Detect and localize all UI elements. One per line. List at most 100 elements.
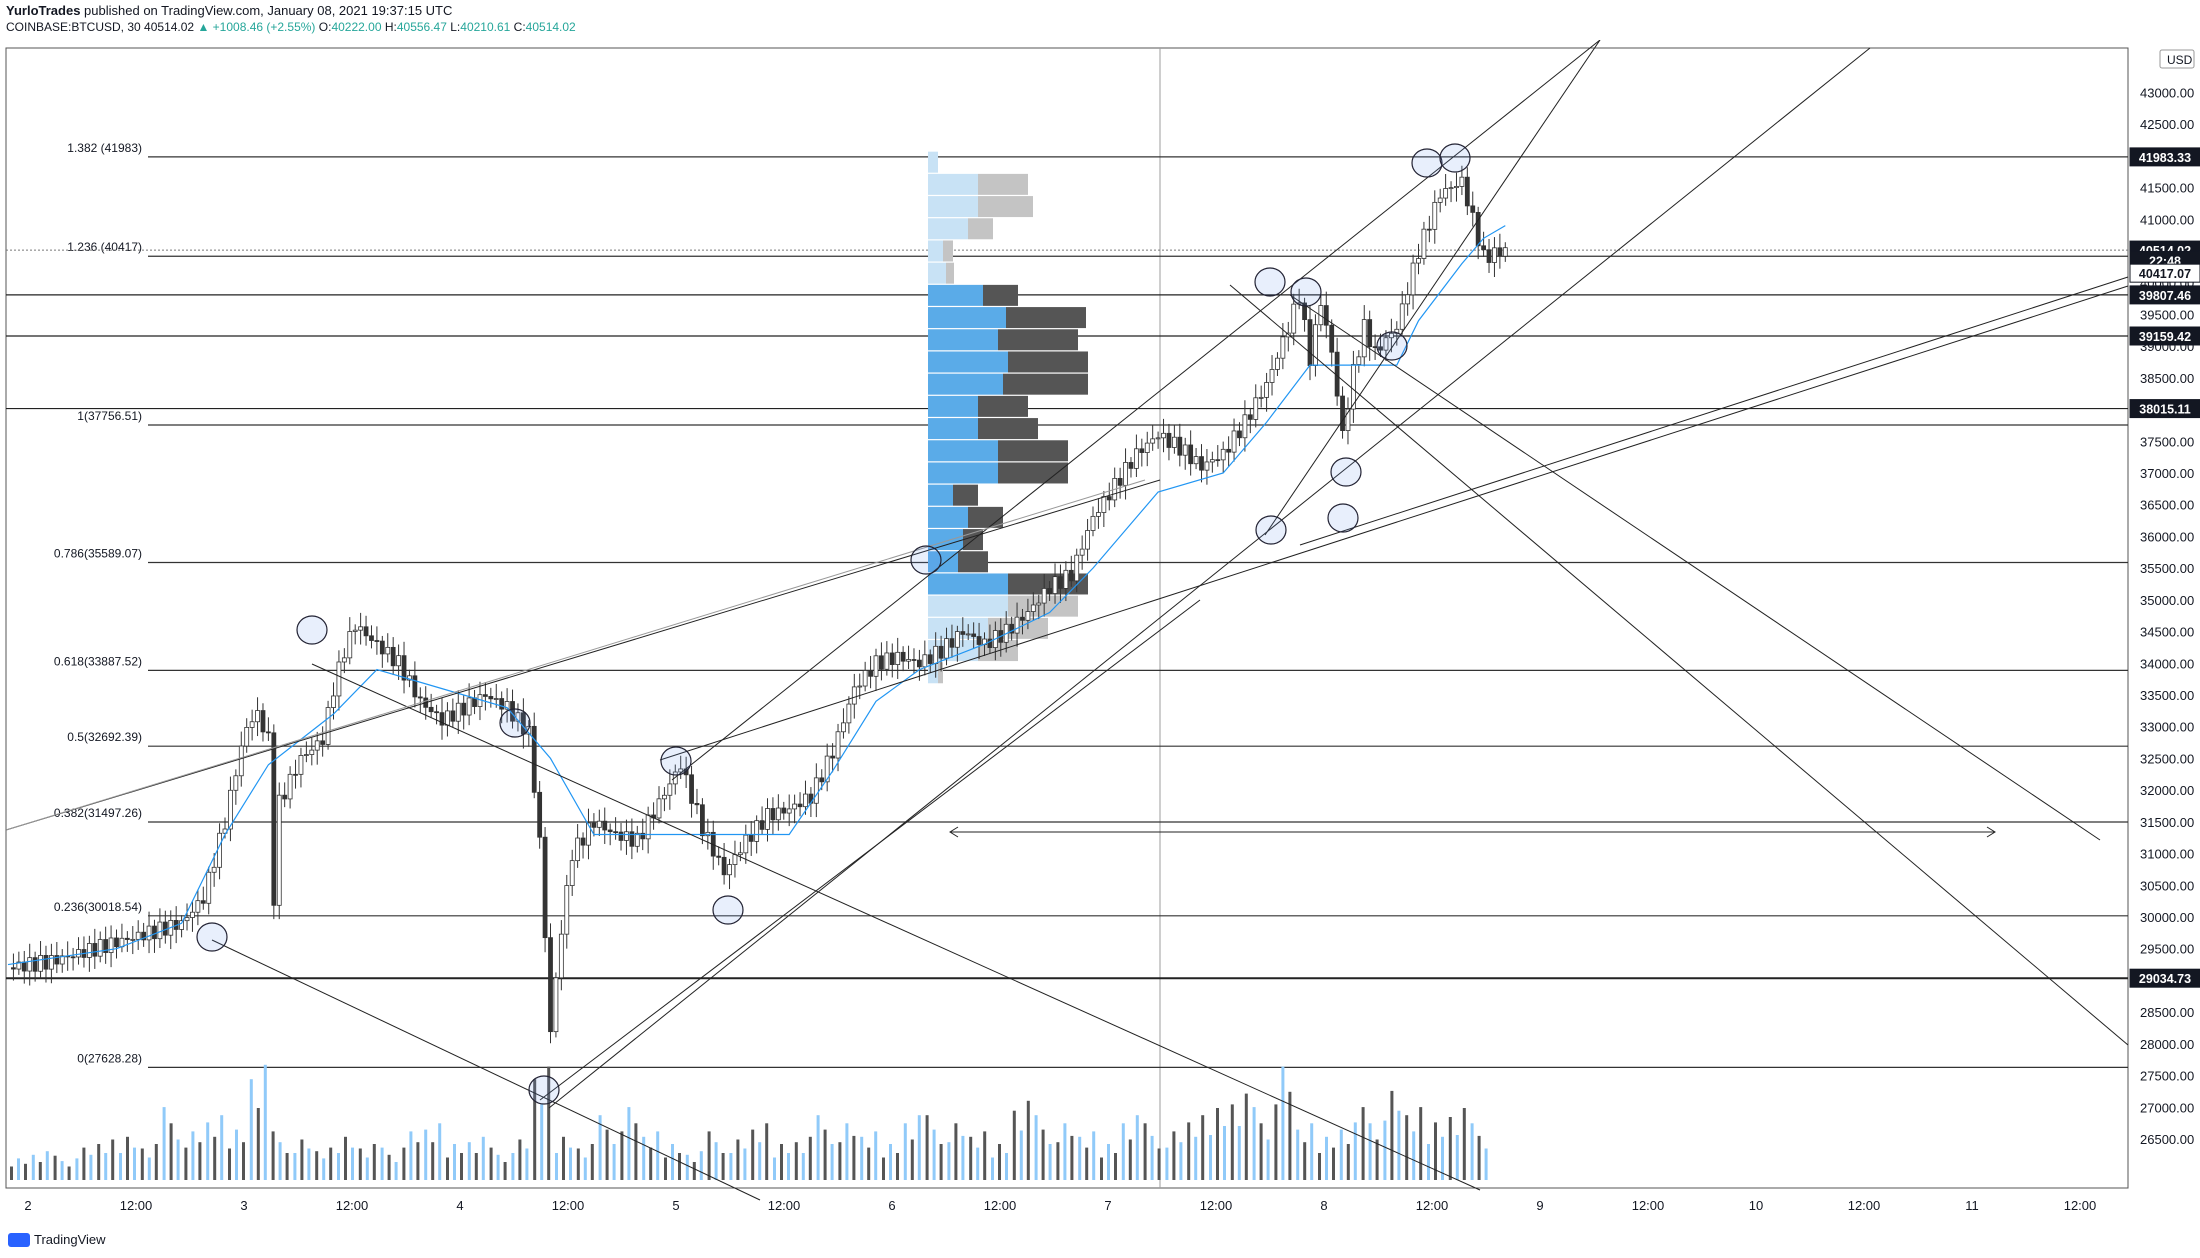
- y-tick-label: 34000.00: [2140, 656, 2194, 671]
- volume-bar: [1477, 1135, 1481, 1180]
- volume-bar: [1230, 1104, 1234, 1180]
- y-tick-label: 35500.00: [2140, 561, 2194, 576]
- volume-bar: [380, 1147, 384, 1180]
- candle-body: [1253, 397, 1259, 420]
- volume-profile-down-bar: [978, 395, 1028, 417]
- candle-body: [591, 822, 597, 828]
- volume-bar: [503, 1162, 507, 1180]
- volume-bar: [1194, 1136, 1198, 1180]
- swing-point-marker: [1439, 143, 1471, 173]
- candle-body: [737, 852, 743, 856]
- candle-body: [1177, 436, 1183, 456]
- candle-body: [103, 939, 109, 953]
- candle-body: [439, 712, 445, 726]
- candle-body: [824, 755, 830, 783]
- symbol-label: COINBASE:BTCUSD, 30: [6, 20, 141, 34]
- volume-bar: [474, 1153, 478, 1180]
- x-tick-label: 12:00: [552, 1198, 585, 1213]
- y-tick-label: 32500.00: [2140, 751, 2194, 766]
- volume-bar: [60, 1161, 64, 1180]
- candle-body: [548, 937, 553, 1033]
- volume-bar: [671, 1144, 674, 1180]
- candle-body: [1437, 197, 1443, 203]
- candle-body: [575, 837, 581, 862]
- y-tick-label: 39500.00: [2140, 307, 2194, 322]
- candle-body: [754, 820, 760, 842]
- candle-body: [38, 955, 43, 972]
- volume-bar: [38, 1162, 42, 1180]
- candle-body: [1405, 294, 1411, 305]
- volume-bar: [1143, 1123, 1147, 1180]
- volume-bar: [1288, 1091, 1292, 1180]
- candle-body: [374, 640, 380, 642]
- volume-bar: [1237, 1126, 1241, 1180]
- candle-body: [537, 791, 543, 838]
- volume-bar: [808, 1136, 812, 1180]
- volume-profile-up-bar: [928, 262, 946, 284]
- volume-bar: [1092, 1131, 1096, 1180]
- candle-body: [1443, 188, 1449, 199]
- candle-body: [461, 702, 467, 716]
- price-tag: [2129, 263, 2200, 283]
- volume-bar: [678, 1153, 681, 1180]
- volume-profile-down-bar: [1003, 373, 1088, 395]
- volume-profile-down-bar: [953, 484, 978, 506]
- volume-bar: [518, 1139, 522, 1180]
- volume-bar: [1303, 1142, 1307, 1180]
- candle-body: [564, 885, 570, 935]
- candle-body: [124, 937, 130, 940]
- candle-body: [1486, 249, 1492, 263]
- candle-body: [917, 659, 922, 668]
- volume-bar: [555, 1153, 558, 1180]
- volume-bar: [133, 1147, 136, 1180]
- candle-body: [1134, 448, 1139, 469]
- volume-bar: [664, 1157, 667, 1180]
- candle-body: [92, 943, 98, 957]
- volume-bar: [590, 1144, 594, 1180]
- volume-bar: [1114, 1153, 1117, 1180]
- x-tick-label: 12:00: [984, 1198, 1017, 1213]
- volume-bar: [1361, 1107, 1365, 1180]
- candle-body: [965, 633, 971, 636]
- low-label: L:: [450, 20, 461, 34]
- swing-point-marker: [1327, 503, 1359, 533]
- volume-profile-up-bar: [928, 506, 968, 528]
- volume-bar: [845, 1123, 849, 1180]
- candle-body: [1247, 414, 1253, 420]
- candle-body: [1150, 438, 1156, 444]
- volume-profile-down-bar: [978, 173, 1028, 195]
- y-tick-label: 42500.00: [2140, 117, 2194, 132]
- volume-bar: [540, 1104, 544, 1180]
- volume-bar: [256, 1108, 260, 1180]
- volume-bar: [89, 1154, 93, 1180]
- volume-bar: [460, 1153, 463, 1180]
- candle-body: [873, 655, 879, 677]
- candle-body: [49, 955, 54, 970]
- candle-body: [146, 925, 152, 941]
- candle-body: [792, 803, 798, 810]
- price-chart[interactable]: 43000.0042500.0042000.0041500.0041000.00…: [0, 40, 2200, 1230]
- candle-body: [32, 957, 38, 972]
- volume-bar: [315, 1151, 319, 1180]
- candle-body: [108, 937, 114, 953]
- volume-profile-up-bar: [928, 529, 963, 551]
- candle-body: [206, 871, 212, 904]
- volume-bar: [1375, 1139, 1379, 1180]
- volume-bar: [649, 1147, 653, 1180]
- volume-bar: [1216, 1108, 1219, 1180]
- volume-bar: [1078, 1136, 1082, 1180]
- volume-bar: [1296, 1129, 1300, 1180]
- candle-body: [86, 943, 92, 958]
- candle-body: [358, 626, 364, 631]
- author-name[interactable]: YurloTrades: [6, 3, 81, 18]
- candle-body: [352, 629, 358, 632]
- price-change: ▲ +1008.46 (+2.55%): [197, 20, 316, 34]
- volume-bar: [692, 1162, 696, 1180]
- volume-bar: [1462, 1108, 1466, 1180]
- fib-level-label: 0(27628.28): [77, 1051, 142, 1065]
- candle-body: [472, 697, 477, 707]
- volume-profile-down-bar: [998, 329, 1078, 351]
- volume-profile-down-bar: [1006, 307, 1086, 329]
- candle-body: [678, 768, 684, 773]
- tradingview-brand[interactable]: TradingView: [8, 1232, 106, 1247]
